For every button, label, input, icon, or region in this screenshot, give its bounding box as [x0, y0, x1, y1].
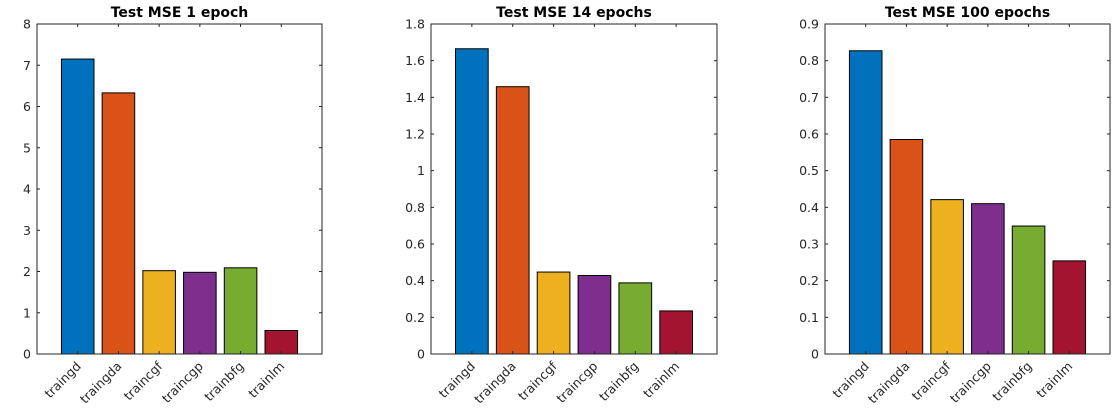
x-tick-label-trainlm: trainlm: [640, 359, 682, 401]
bar-trainlm: [1052, 260, 1087, 355]
bar-traincgp: [183, 271, 217, 355]
x-tick-label-trainbfg: trainbfg: [201, 359, 247, 405]
bar-traingda: [101, 92, 136, 355]
x-tick-label-traincgp: traincgp: [553, 358, 600, 405]
x-tick-label-traingda: traingda: [865, 359, 913, 407]
y-tick-label: 5: [23, 140, 31, 155]
bar-traincgp: [577, 275, 612, 355]
x-tick-label-trainbfg: trainbfg: [989, 359, 1035, 405]
x-tick-label-traincgp: traincgp: [159, 358, 206, 405]
y-tick-label: 0: [417, 347, 425, 362]
axes-box: [430, 23, 718, 355]
y-tick-label: 0.9: [799, 17, 819, 32]
x-tick-label-trainlm: trainlm: [245, 359, 287, 401]
bar-trainlm: [264, 329, 299, 355]
y-tick-label: 1.2: [405, 127, 425, 142]
x-tick-label-trainbfg: trainbfg: [596, 359, 642, 405]
y-tick-label: 6: [23, 99, 31, 114]
chart-panel-2: Test MSE 14 epochs 0 0.2 0.4 0.6 0.8 1 1.2 1.4 1.…: [405, 5, 718, 407]
chart-panel-3: Test MSE 100 epochs 0 0.1 0.2 0.3 0.4 0.5 0.6 0.…: [799, 5, 1111, 407]
y-tick-label: 0.5: [799, 163, 819, 178]
y-tick-label: 8: [23, 17, 31, 32]
x-tick-label-traincgp: traincgp: [947, 358, 994, 405]
y-tick-label: 0: [23, 347, 31, 362]
y-tick-label: 1.4: [405, 90, 425, 105]
y-tick-label: 0.2: [799, 273, 819, 288]
y-tick-label: 4: [23, 182, 31, 197]
y-tick-label: 1.8: [405, 17, 425, 32]
y-tick-label: 0.1: [799, 310, 819, 325]
bar-traincgf: [536, 271, 571, 355]
bar-trainbfg: [223, 267, 258, 355]
chart-panel-1: Test MSE 1 epoch012345678traingdtraingda…: [23, 5, 323, 407]
x-tick-label-traingda: traingda: [471, 359, 519, 407]
bar-traingda: [889, 139, 924, 355]
x-tick-label-traingda: traingda: [77, 359, 125, 407]
y-tick-label: 0.4: [405, 273, 425, 288]
axes-box: [824, 23, 1111, 355]
y-tick-label: 0.2: [405, 310, 425, 325]
y-tick-label: 0.6: [405, 237, 425, 252]
chart-title: Test MSE 1 epoch: [111, 5, 249, 21]
bar-trainbfg: [618, 282, 653, 355]
y-tick-label: 0.8: [799, 53, 819, 68]
y-tick-label: 0.8: [405, 200, 425, 215]
y-tick-label: 1: [417, 163, 425, 178]
y-tick-label: 1: [23, 305, 31, 320]
bar-traincgf: [930, 199, 964, 355]
y-tick-label: 7: [23, 58, 31, 73]
bar-traingda: [495, 86, 530, 355]
chart-title: Test MSE 14 epochs: [496, 5, 652, 21]
x-tick-label-trainlm: trainlm: [1033, 359, 1075, 401]
bar-traingd: [848, 50, 883, 355]
y-tick-label: 0.6: [799, 127, 819, 142]
y-tick-label: 0.7: [799, 90, 819, 105]
bar-traingd: [60, 58, 95, 355]
y-tick-label: 1.6: [405, 53, 425, 68]
bar-traingd: [455, 48, 489, 355]
y-tick-label: 0: [811, 347, 819, 362]
y-tick-label: 3: [23, 223, 31, 238]
y-tick-label: 2: [23, 264, 31, 279]
bar-trainlm: [659, 310, 693, 355]
bar-traincgp: [971, 203, 1005, 355]
chart-title: Test MSE 100 epochs: [885, 5, 1050, 21]
y-tick-label: 0.4: [799, 200, 819, 215]
bar-trainbfg: [1011, 225, 1046, 355]
y-tick-label: 0.3: [799, 237, 819, 252]
bar-traincgf: [142, 270, 176, 355]
